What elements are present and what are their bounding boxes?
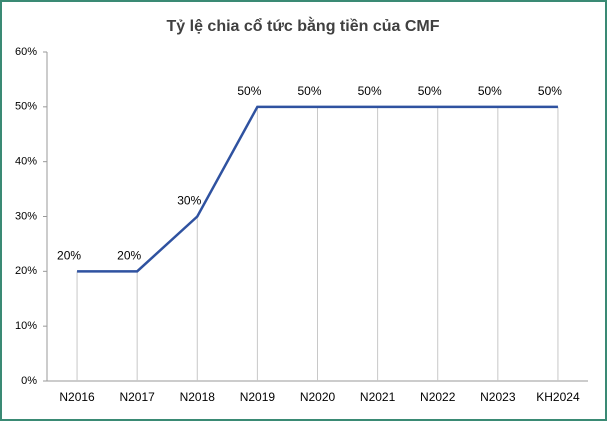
y-tick-label: 30%: [15, 210, 37, 222]
x-tick-label: N2019: [240, 390, 276, 404]
x-tick-label: N2018: [180, 390, 216, 404]
x-tick-label: N2022: [420, 390, 456, 404]
data-label: 50%: [297, 84, 321, 98]
x-tick-label: N2021: [360, 390, 396, 404]
data-label: 50%: [358, 84, 382, 98]
data-label: 20%: [117, 249, 141, 263]
data-label: 50%: [538, 84, 562, 98]
data-label: 50%: [237, 84, 261, 98]
data-label: 50%: [478, 84, 502, 98]
chart-title: Tỷ lệ chia cổ tức bằng tiền của CMF: [167, 16, 440, 35]
x-tick-label: N2017: [119, 390, 155, 404]
x-tick-label: KH2024: [536, 390, 580, 404]
y-tick-label: 60%: [15, 46, 37, 58]
y-tick-label: 10%: [15, 320, 37, 332]
x-tick-label: N2023: [480, 390, 516, 404]
y-tick-label: 20%: [15, 265, 37, 277]
y-tick-label: 0%: [21, 375, 37, 387]
data-label: 20%: [57, 249, 81, 263]
data-label: 50%: [418, 84, 442, 98]
x-tick-label: N2020: [300, 390, 336, 404]
y-tick-label: 50%: [15, 101, 37, 113]
data-label: 30%: [177, 194, 201, 208]
y-tick-label: 40%: [15, 156, 37, 168]
data-line: [77, 105, 558, 273]
x-tick-label: N2016: [59, 390, 95, 404]
